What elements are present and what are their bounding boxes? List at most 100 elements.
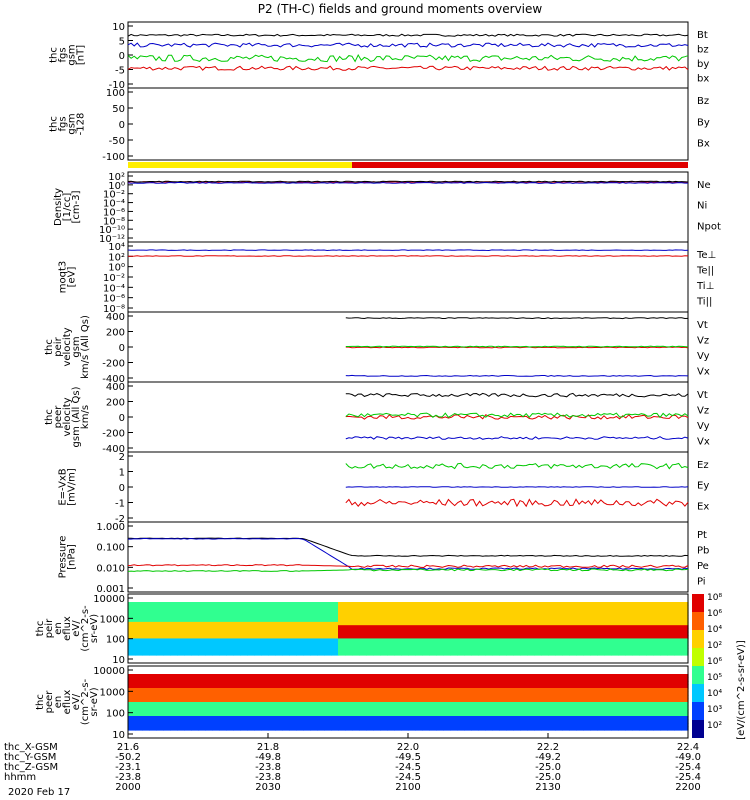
spectrogram-cell xyxy=(646,695,654,700)
y-axis-label-line: gsm (All Qs) xyxy=(71,386,82,447)
spectrogram-cell xyxy=(247,638,255,643)
spectrogram-cell xyxy=(604,635,612,640)
spectrogram-cell xyxy=(331,628,339,633)
spectrogram-cell xyxy=(289,621,297,626)
spectrogram-cell xyxy=(660,705,668,710)
spectrogram-cell xyxy=(506,602,514,606)
spectrogram-cell xyxy=(303,638,311,643)
spectrogram-cell xyxy=(289,605,297,610)
spectrogram-cell xyxy=(450,645,458,649)
legend-Vz: Vz xyxy=(697,406,709,417)
spectrogram-cell xyxy=(359,648,367,653)
spectrogram-cell xyxy=(212,719,220,724)
spectrogram-cell xyxy=(240,691,248,696)
spectrogram-cell xyxy=(345,605,353,610)
spectrogram-cell xyxy=(331,695,339,700)
spectrogram-cell xyxy=(254,611,262,616)
spectrogram-cell xyxy=(373,688,381,693)
spectrogram-cell xyxy=(240,684,248,689)
spectrogram-cell xyxy=(513,618,521,623)
spectrogram-cell xyxy=(660,635,668,640)
spectrogram-cell xyxy=(149,698,157,703)
spectrogram-cell xyxy=(331,677,339,682)
spectrogram-cell xyxy=(506,615,514,620)
spectrogram-cell xyxy=(212,628,220,633)
spectrogram-cell xyxy=(625,615,633,620)
spectrogram-cell xyxy=(548,726,556,731)
spectrogram-cell xyxy=(128,635,136,640)
spectrogram-cell xyxy=(534,684,542,689)
spectrogram-cell xyxy=(527,684,535,689)
spectrogram-cell xyxy=(611,645,619,649)
spectrogram-cell xyxy=(450,695,458,700)
spectrogram-cell xyxy=(667,698,675,703)
spectrogram-cell xyxy=(492,716,500,721)
spectrogram-cell xyxy=(639,719,647,724)
spectrogram-cell xyxy=(478,688,486,693)
spectrogram-cell xyxy=(289,681,297,686)
spectrogram-cell xyxy=(583,681,591,686)
spectrogram-cell xyxy=(142,688,150,693)
spectrogram-cell xyxy=(394,631,402,636)
spectrogram-cell xyxy=(667,625,675,630)
spectrogram-cell xyxy=(317,608,325,613)
spectrogram-cell xyxy=(198,726,206,731)
spectrogram-cell xyxy=(492,705,500,710)
spectrogram-cell xyxy=(156,677,164,682)
spectrogram-cell xyxy=(415,645,423,649)
spectrogram-cell xyxy=(394,688,402,693)
spectrogram-cell xyxy=(541,648,549,653)
spectrogram-cell xyxy=(499,726,507,731)
spectrogram-cell xyxy=(219,695,227,700)
spectrogram-cell xyxy=(170,716,178,721)
spectrogram-cell xyxy=(303,723,311,728)
spectrogram-cell xyxy=(492,641,500,646)
spectrogram-cell xyxy=(429,695,437,700)
spectrogram-cell xyxy=(478,605,486,610)
spectrogram-cell xyxy=(401,695,409,700)
spectrogram-cell xyxy=(240,705,248,710)
spectrogram-cell xyxy=(422,625,430,630)
spectrogram-cell xyxy=(240,702,248,707)
spectrogram-cell xyxy=(625,621,633,626)
spectrogram-cell xyxy=(261,602,269,606)
spectrogram-cell xyxy=(240,605,248,610)
spectrogram-cell xyxy=(534,648,542,653)
spectrogram-cell xyxy=(212,677,220,682)
spectrogram-cell xyxy=(177,719,185,724)
spectrogram-cell xyxy=(590,631,598,636)
spectrogram-cell xyxy=(583,705,591,710)
spectrogram-cell xyxy=(555,608,563,613)
spectrogram-cell xyxy=(429,618,437,623)
series-Pe xyxy=(127,568,689,572)
spectrogram-cell xyxy=(681,602,689,606)
spectrogram-cell xyxy=(205,611,213,616)
spectrogram-cell xyxy=(191,635,199,640)
spectrogram-cell xyxy=(142,648,150,653)
y-tick-label: -50 xyxy=(109,136,125,147)
spectrogram-cell xyxy=(555,698,563,703)
spectrogram-cell xyxy=(240,681,248,686)
spectrogram-cell xyxy=(478,691,486,696)
spectrogram-cell xyxy=(583,651,591,656)
spectrogram-cell xyxy=(597,695,605,700)
spectrogram-cell xyxy=(625,709,633,714)
spectrogram-cell xyxy=(625,684,633,689)
spectrogram-cell xyxy=(338,684,346,689)
spectrogram-cell xyxy=(135,628,143,633)
spectrogram-cell xyxy=(527,688,535,693)
panel-frame xyxy=(127,593,689,664)
spectrogram-cell xyxy=(562,605,570,610)
y-tick-label: -400 xyxy=(102,374,125,385)
spectrogram-cell xyxy=(541,621,549,626)
spectrogram-cell xyxy=(135,709,143,714)
spectrogram-cell xyxy=(583,691,591,696)
spectrogram-cell xyxy=(667,691,675,696)
spectrogram-cell xyxy=(177,695,185,700)
y-axis-label-line: eflux xyxy=(62,616,73,641)
spectrogram-cell xyxy=(345,698,353,703)
ephem-row-label: hhmm xyxy=(4,772,36,783)
spectrogram-cell xyxy=(240,621,248,626)
spectrogram-cell xyxy=(149,611,157,616)
